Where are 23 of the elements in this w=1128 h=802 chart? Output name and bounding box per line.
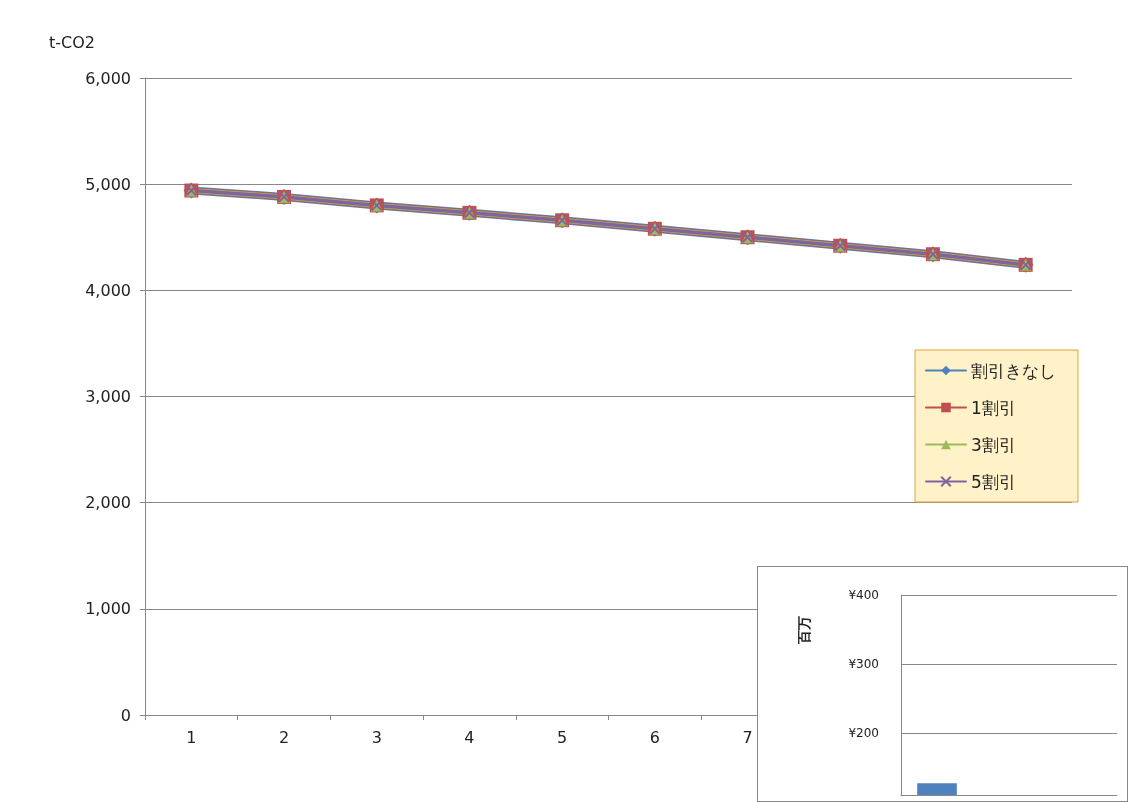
x-tick-label: 3 xyxy=(371,727,382,747)
y-tick-label: 2,000 xyxy=(85,493,131,513)
x-tick-label: 2 xyxy=(278,727,290,747)
x-tick-label: 6 xyxy=(649,727,660,747)
x-tick-label: 7 xyxy=(742,727,753,747)
x-tick-label: 1 xyxy=(186,727,197,747)
y-tick-label: ¥300 xyxy=(848,656,879,671)
y-tick-label: 5,000 xyxy=(85,174,131,194)
y-tick-label: ¥200 xyxy=(848,725,879,740)
y-axis-title: t-CO2 xyxy=(49,32,95,52)
y-axis-title: 百万 xyxy=(796,616,812,645)
legend-label: 5割引 xyxy=(971,471,1016,492)
y-tick-label: 3,000 xyxy=(85,387,131,406)
y-tick-label: 1,000 xyxy=(85,599,131,619)
y-tick-label: ¥400 xyxy=(848,588,879,602)
x-tick-label: 5 xyxy=(557,727,568,747)
legend-label: 3割引 xyxy=(971,434,1016,455)
y-tick-label: 0 xyxy=(120,705,131,725)
legend-label: 割引きなし xyxy=(971,360,1056,381)
legend-label: 1割引 xyxy=(971,397,1016,418)
x-tick-label: 4 xyxy=(464,727,475,747)
y-tick-label: 6,000 xyxy=(85,68,131,88)
y-tick-label: 4,000 xyxy=(85,280,131,300)
